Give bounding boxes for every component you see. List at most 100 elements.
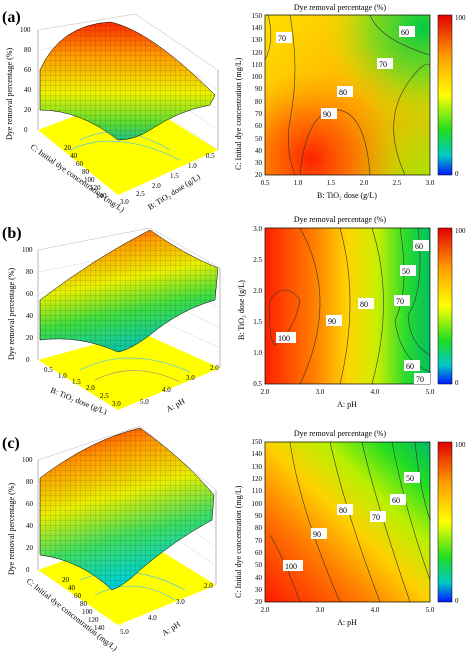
svg-text:120: 120: [252, 475, 263, 483]
y-ticks: 20 30 40 50 60 70 80 90 100 110 120 130 …: [252, 438, 263, 606]
svg-text:100: 100: [252, 73, 263, 81]
svg-text:20: 20: [62, 576, 70, 584]
svg-text:60: 60: [255, 122, 263, 130]
svg-text:80: 80: [26, 478, 34, 486]
svg-text:1.5: 1.5: [72, 378, 81, 386]
svg-text:5.0: 5.0: [140, 398, 149, 406]
svg-text:60: 60: [26, 290, 34, 298]
x-axis-label: A: pH: [337, 400, 357, 409]
svg-text:50: 50: [255, 561, 263, 569]
svg-text:150: 150: [252, 438, 263, 446]
svg-text:2.0: 2.0: [152, 182, 161, 190]
panel-tag: (b): [2, 225, 22, 242]
axis2-label: A: pH: [165, 396, 187, 413]
svg-text:4.0: 4.0: [371, 388, 380, 396]
svg-text:60: 60: [24, 66, 32, 74]
svg-text:60: 60: [392, 496, 400, 505]
x-ticks: 0.5 1.0 1.5 2.0 2.5 3.0: [261, 179, 435, 187]
svg-text:1.5: 1.5: [170, 172, 179, 180]
axis1-ticks: 20 40 60 80 100 120 140: [64, 144, 107, 200]
svg-text:100: 100: [252, 500, 263, 508]
svg-text:80: 80: [82, 168, 90, 176]
svg-text:40: 40: [26, 312, 34, 320]
svg-text:140: 140: [252, 450, 263, 458]
colorbar: [437, 14, 453, 176]
contour-labels: 100 90 80 70 60 50 60 70: [276, 240, 430, 384]
contour-labels: 100 90 80 70 60 50: [283, 472, 420, 571]
svg-text:4.0: 4.0: [148, 614, 157, 622]
svg-text:40: 40: [24, 86, 32, 94]
contour-plot-c: Dye removal percentage (%) 100 90 80 70 …: [234, 429, 466, 627]
svg-text:100: 100: [84, 176, 95, 184]
svg-text:60: 60: [26, 500, 34, 508]
svg-text:0.5: 0.5: [261, 179, 270, 187]
svg-text:60: 60: [255, 549, 263, 557]
axis2-ticks: 5.0 4.0 3.0 2.0: [120, 582, 213, 636]
contour-plot-a: Dye removal percentage (%) 70 60 80 70 9…: [234, 3, 466, 200]
colorbar: [437, 227, 453, 385]
svg-text:2.5: 2.5: [393, 179, 402, 187]
surface-plot-c: Dye removal percentage (%) 0 20 40 60 80…: [7, 425, 217, 652]
z-ticks: 0 20 40 60 80 100: [22, 246, 34, 364]
colorbar-min: 0: [455, 170, 459, 178]
y-axis-label: C: Initial dye concentration (mg/L): [234, 57, 243, 170]
svg-text:30: 30: [255, 586, 263, 594]
svg-text:2.0: 2.0: [204, 582, 213, 590]
svg-text:5.0: 5.0: [426, 388, 435, 396]
colorbar: [437, 441, 453, 603]
contour-title: Dye removal percentage (%): [294, 429, 387, 438]
svg-text:1.0: 1.0: [188, 162, 197, 170]
svg-text:140: 140: [96, 192, 107, 200]
svg-text:140: 140: [252, 24, 263, 32]
svg-text:120: 120: [88, 616, 99, 624]
svg-text:60: 60: [401, 28, 409, 37]
surface-plot-a: Dye removal percentage (%) 0 20 40 60 80…: [5, 13, 219, 214]
svg-text:90: 90: [323, 110, 331, 119]
x-axis-label: A: pH: [337, 618, 357, 627]
svg-text:150: 150: [252, 12, 263, 20]
svg-text:120: 120: [90, 184, 101, 192]
svg-text:1.0: 1.0: [294, 179, 303, 187]
y-ticks: 0.5 1.0 1.5 2.0 2.5 3.0: [253, 225, 262, 388]
z-ticks: 0 20 40 60 80 100: [20, 26, 32, 134]
panel-c: (c) Dye removal percentage (%) 0 20 40: [2, 425, 466, 652]
svg-text:3.0: 3.0: [112, 400, 121, 408]
x-axis-label: B: TiO₂ dose (g/L): [317, 191, 377, 200]
contour-plot-b: Dye removal percentage (%) 100 90 80 70 …: [237, 215, 466, 409]
axis1-ticks: 0.5 1.0 1.5 2.0 2.5 3.0: [44, 366, 121, 408]
svg-text:80: 80: [80, 600, 88, 608]
svg-text:70: 70: [396, 297, 404, 306]
svg-text:60: 60: [74, 592, 82, 600]
svg-text:130: 130: [252, 463, 263, 471]
surface-plot-b: Dye removal percentage (%) 0 20 40 60 80…: [7, 227, 221, 416]
svg-text:3.0: 3.0: [316, 388, 325, 396]
svg-text:1.0: 1.0: [58, 372, 67, 380]
svg-text:80: 80: [339, 88, 347, 97]
svg-text:20: 20: [64, 144, 72, 152]
svg-text:40: 40: [255, 574, 263, 582]
svg-text:30: 30: [255, 159, 263, 167]
svg-text:0.5: 0.5: [206, 152, 215, 160]
z-ticks: 0 20 40 60 80 100: [22, 456, 34, 574]
svg-text:2.0: 2.0: [253, 287, 262, 295]
svg-text:90: 90: [313, 530, 321, 539]
svg-text:2.5: 2.5: [253, 256, 262, 264]
svg-text:2.0: 2.0: [86, 384, 95, 392]
z-axis-label: Dye removal percentage (%): [5, 47, 14, 140]
panel-tag: (a): [2, 9, 21, 26]
svg-text:40: 40: [68, 584, 76, 592]
svg-text:20: 20: [24, 106, 32, 114]
svg-text:80: 80: [255, 98, 263, 106]
svg-text:90: 90: [255, 512, 263, 520]
svg-text:2.0: 2.0: [261, 388, 270, 396]
svg-text:0: 0: [26, 566, 30, 574]
svg-text:130: 130: [252, 36, 263, 44]
svg-text:5.0: 5.0: [426, 606, 435, 614]
svg-text:3.0: 3.0: [176, 598, 185, 606]
svg-text:40: 40: [26, 522, 34, 530]
svg-text:90: 90: [255, 85, 263, 93]
x-ticks: 2.0 3.0 4.0 5.0: [261, 606, 435, 614]
svg-text:2.5: 2.5: [100, 392, 109, 400]
colorbar-min: 0: [455, 597, 459, 605]
svg-text:90: 90: [328, 317, 336, 326]
